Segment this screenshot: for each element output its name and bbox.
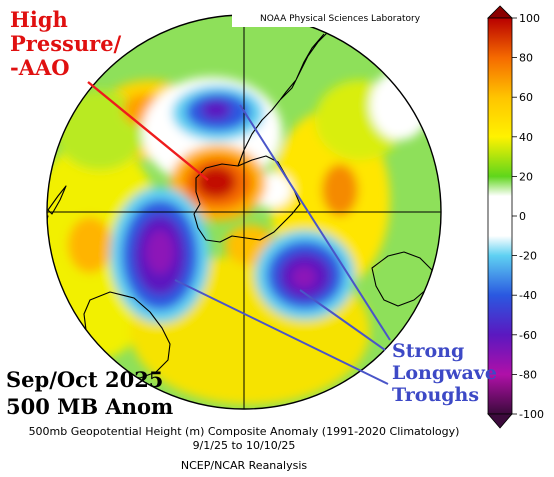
colorbar-tick-label: -100 — [519, 408, 544, 421]
caption-line-1: 500mb Geopotential Height (m) Composite … — [28, 425, 460, 438]
high-pressure-line-2: Pressure/ — [10, 31, 122, 56]
high-pressure-line-3: -AAO — [10, 55, 70, 80]
high-pressure-annotation: High Pressure/ -AAO — [10, 8, 121, 80]
caption-line-3: NCEP/NCAR Reanalysis — [180, 459, 308, 472]
colorbar-tick-label: 40 — [519, 131, 533, 144]
colorbar: 100 80 60 40 20 0 -20 -40 -60 -80 -100 — [487, 5, 544, 429]
trough-pointer-2 — [299, 289, 386, 351]
colorbar-tick-label: -80 — [519, 368, 537, 381]
period-level: 500 MB Anom — [6, 394, 174, 419]
colorbar-tick-label: -60 — [519, 329, 537, 342]
colorbar-tick-label: 100 — [519, 12, 540, 25]
troughs-line-2: Longwave — [392, 362, 497, 384]
colorbar-tick-label: 20 — [519, 170, 533, 183]
colorbar-tick-label: 80 — [519, 52, 533, 65]
high-pressure-pointer — [87, 81, 209, 181]
trough-pointer-3 — [174, 279, 389, 385]
source-label: NOAA Physical Sciences Laboratory — [232, 11, 442, 27]
colorbar-tick-label: -40 — [519, 289, 537, 302]
troughs-annotation: Strong Longwave Troughs — [392, 340, 497, 406]
troughs-line-3: Troughs — [392, 384, 480, 406]
colorbar-tick-label: -20 — [519, 250, 537, 263]
colorbar-top-arrow — [487, 5, 513, 19]
anomaly-field — [47, 15, 441, 409]
colorbar-gradient — [487, 17, 513, 415]
caption-line-2: 9/1/25 to 10/10/25 — [192, 439, 296, 452]
troughs-line-1: Strong — [392, 340, 465, 362]
trough-pointer-1 — [239, 104, 391, 341]
colorbar-bottom-arrow — [487, 413, 513, 429]
colorbar-tick-label: 0 — [519, 210, 526, 223]
period-dates: Sep/Oct 2025 — [6, 367, 164, 392]
high-pressure-line-1: High — [10, 7, 68, 32]
period-label: Sep/Oct 2025 500 MB Anom — [6, 366, 173, 420]
colorbar-tick-label: 60 — [519, 91, 533, 104]
